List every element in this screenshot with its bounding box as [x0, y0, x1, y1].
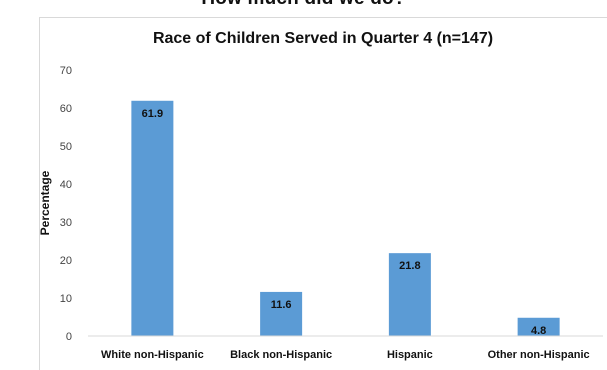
chart-title: Race of Children Served in Quarter 4 (n=… [152, 30, 494, 47]
bar-data-label: 61.9 [142, 108, 163, 120]
y-tick-label: 70 [60, 65, 72, 77]
x-tick-label: White non-Hispanic [101, 349, 204, 361]
chart-area-border [39, 17, 607, 370]
x-tick-label: Other non-Hispanic [488, 349, 590, 361]
y-tick-label: 10 [60, 293, 72, 305]
y-tick-label: 50 [60, 141, 72, 153]
x-axis-labels: White non-Hispanic Black non-Hispanic Hisp… [101, 349, 590, 361]
bar [131, 100, 174, 336]
x-tick-label: Black non-Hispanic [230, 349, 332, 361]
page-caption: How much did we do? [0, 0, 607, 10]
y-tick-label: 20 [60, 255, 72, 267]
bar [517, 317, 560, 336]
y-axis-ticks: 0 10 20 30 40 50 60 70 [60, 65, 72, 343]
bar [260, 291, 303, 336]
y-tick-label: 40 [60, 179, 72, 191]
y-axis-title: Percentage [38, 170, 52, 235]
bar-data-label: 4.8 [531, 325, 546, 337]
bar-data-label: 11.6 [271, 299, 292, 311]
y-tick-label: 30 [60, 217, 72, 229]
bar [388, 253, 431, 336]
bars [131, 100, 560, 336]
bar-data-labels: 61.9 11.6 21.8 4.8 [142, 108, 547, 337]
y-tick-label: 60 [60, 103, 72, 115]
bar-data-label: 21.8 [399, 260, 420, 272]
x-tick-label: Hispanic [387, 349, 433, 361]
y-tick-label: 0 [66, 331, 72, 343]
